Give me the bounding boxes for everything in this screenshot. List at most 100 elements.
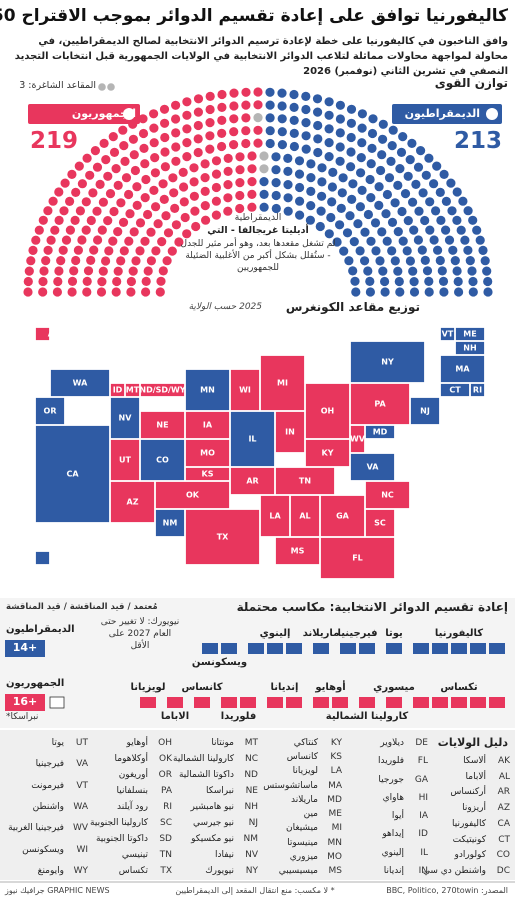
key-name: لويزيانا	[292, 766, 318, 777]
state-label: AZ	[127, 498, 139, 507]
state-tile	[365, 509, 395, 537]
key-code: ND	[244, 770, 258, 780]
state-gain-label: كارولينا الشمالية	[325, 711, 409, 722]
seat	[396, 147, 407, 157]
seat	[98, 197, 108, 207]
seat-gain	[313, 697, 329, 708]
seat	[81, 197, 91, 207]
seat	[168, 173, 178, 183]
state-tile	[125, 383, 140, 397]
seat	[247, 177, 257, 187]
seat-gain	[432, 697, 448, 708]
seat	[313, 147, 323, 158]
seat	[355, 202, 365, 212]
seat	[38, 287, 48, 297]
state-label: ND/SD/WY	[139, 386, 185, 395]
redistricting-panel	[0, 598, 515, 728]
seat	[135, 218, 146, 228]
seat	[112, 276, 122, 287]
key-code: UT	[75, 738, 88, 748]
key-code: IL	[420, 847, 428, 858]
key-name: ميزوري	[289, 851, 318, 862]
seat	[429, 235, 439, 245]
vacant-legend-dot	[98, 83, 106, 91]
seat	[265, 113, 275, 123]
seat	[271, 190, 281, 201]
key-name: ميسيسيبي	[278, 866, 318, 876]
seat	[475, 235, 485, 245]
seat	[289, 89, 299, 100]
seat	[363, 209, 373, 220]
seat	[82, 153, 92, 163]
state-label: MN	[200, 386, 215, 395]
seat	[61, 235, 72, 245]
seat	[394, 276, 404, 287]
seat	[191, 221, 201, 232]
key-name: أوكلاهوما	[114, 754, 148, 764]
seat	[138, 128, 149, 139]
state-label: IL	[248, 435, 256, 444]
key-name: أوهايو	[126, 738, 149, 748]
seat-gain	[470, 643, 486, 654]
seat	[50, 225, 60, 235]
state-label: CT	[449, 386, 461, 395]
seat	[416, 146, 426, 156]
state-tile	[155, 481, 230, 509]
state-gain-label: تكساس	[440, 682, 478, 693]
seat	[393, 180, 403, 190]
state-label: NM	[163, 519, 178, 528]
seat	[86, 215, 96, 226]
seat	[365, 276, 375, 286]
state-tile	[185, 439, 230, 467]
seat	[59, 206, 69, 216]
key-code: AR	[497, 787, 510, 798]
seat	[235, 203, 245, 214]
state-label: VA	[367, 463, 380, 472]
seat	[350, 276, 360, 286]
key-name: أركنساس	[450, 787, 486, 798]
seat	[140, 159, 150, 169]
seat	[367, 143, 377, 153]
seat	[425, 225, 435, 235]
seat	[241, 113, 251, 123]
state-gain-label: فيرجينيا	[337, 628, 378, 639]
seat	[316, 206, 326, 216]
seat	[452, 187, 462, 197]
seat	[189, 191, 199, 201]
state-tile	[455, 341, 485, 355]
seat	[174, 237, 184, 247]
state-gain-label: أوهايو	[315, 682, 346, 693]
key-name: بنسلفانيا	[116, 786, 149, 796]
seat	[408, 266, 418, 276]
state-label: WI	[239, 386, 251, 395]
key-code: IN	[418, 866, 428, 876]
seat	[448, 245, 458, 255]
seat	[56, 256, 66, 266]
state-label: OH	[321, 407, 335, 416]
key-code: CA	[497, 818, 510, 829]
seat	[295, 210, 305, 220]
seat	[414, 206, 424, 216]
seat	[85, 170, 95, 180]
seat	[259, 202, 269, 212]
key-name: ميشيغان	[286, 823, 318, 834]
seat	[413, 162, 424, 172]
key-name: ماساتشوستس	[263, 780, 318, 791]
state-tile	[440, 383, 470, 397]
seat	[277, 140, 287, 150]
seat	[247, 189, 257, 199]
seat-gain	[340, 643, 356, 654]
key-code: MI	[331, 823, 342, 834]
seat	[88, 188, 98, 198]
key-code: NE	[245, 786, 258, 796]
key-code: NC	[244, 754, 258, 764]
seat	[301, 118, 311, 128]
seat	[407, 138, 417, 148]
key-name: هاواي	[382, 792, 404, 803]
seat	[103, 216, 113, 226]
seat	[128, 134, 138, 144]
seat	[159, 104, 170, 114]
footnote: * لا مكسب: منع انتقال المقعد إلى الديمقر…	[175, 886, 335, 895]
state-gain-label: فلوريدا	[220, 711, 257, 722]
seat	[283, 206, 293, 216]
